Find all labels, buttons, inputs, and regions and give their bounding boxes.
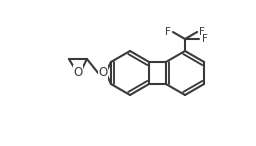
Text: F: F bbox=[165, 27, 171, 37]
Text: O: O bbox=[73, 66, 83, 79]
Text: F: F bbox=[202, 34, 208, 44]
Text: F: F bbox=[199, 27, 205, 37]
Text: O: O bbox=[98, 66, 108, 80]
